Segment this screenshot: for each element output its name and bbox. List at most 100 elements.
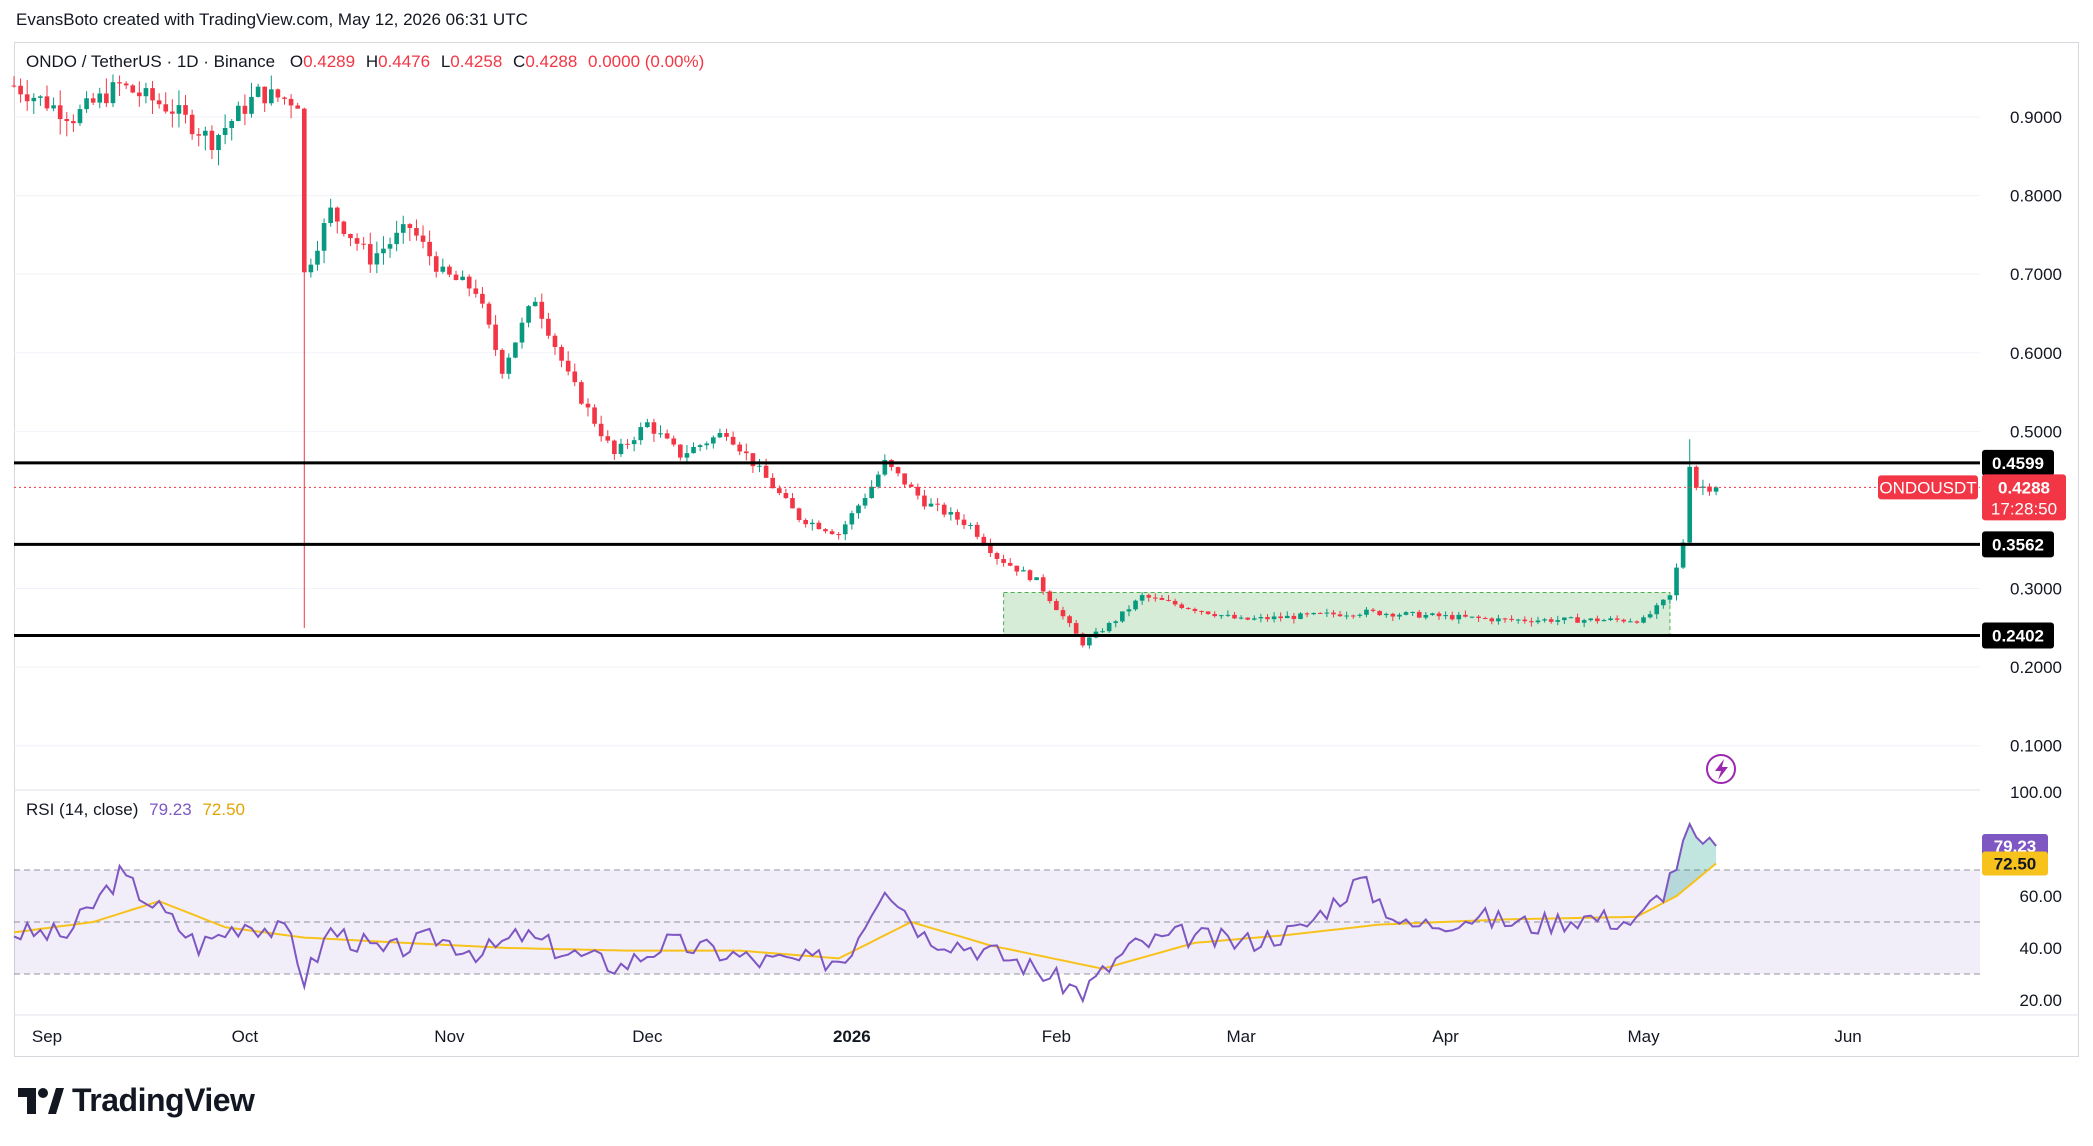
- candle-body: [882, 459, 888, 475]
- open-value: 0.4289: [303, 52, 356, 71]
- candle-body: [163, 104, 169, 112]
- candle-body: [1047, 591, 1053, 602]
- lightning-icon[interactable]: [1706, 754, 1736, 784]
- price-tag-text: 0.4288: [1998, 478, 2050, 497]
- candle-body: [981, 536, 987, 545]
- candle-body: [612, 440, 617, 455]
- candle-body: [203, 130, 208, 136]
- candle-body: [809, 522, 815, 525]
- price-grid: [14, 116, 1980, 747]
- rsi-axis: 100.00 60.00 40.00 20.00: [2010, 783, 2062, 1010]
- candle-body: [803, 519, 808, 525]
- candle-body: [1238, 617, 1244, 619]
- candle-body: [1060, 610, 1066, 617]
- candle-body: [1120, 611, 1125, 622]
- candle-body: [922, 495, 927, 507]
- candle-body: [579, 382, 584, 404]
- candle-body: [1482, 618, 1488, 620]
- rsi-levels: [14, 869, 1980, 975]
- candle-body: [955, 512, 960, 520]
- candle-body: [1476, 616, 1481, 619]
- rsi-tag-text: 79.23: [1994, 837, 2037, 856]
- candle-body: [466, 276, 472, 289]
- candle-body: [1073, 623, 1079, 634]
- candle-body: [948, 512, 954, 515]
- candle-body: [64, 119, 70, 122]
- footer-brand: TradingView: [72, 1082, 255, 1118]
- level-tag-text: 0.2402: [1992, 627, 2044, 646]
- candle-body: [1456, 614, 1462, 620]
- candle-body: [1232, 614, 1237, 619]
- candle-body: [1350, 615, 1356, 617]
- candle-body: [1515, 619, 1521, 621]
- candle-body: [407, 224, 413, 229]
- candle-body: [315, 250, 320, 265]
- candle-body: [1087, 637, 1092, 646]
- candle-body: [1390, 613, 1396, 617]
- candle-body: [348, 234, 353, 239]
- rsi-legend[interactable]: RSI (14, close) 79.23 72.50: [26, 800, 245, 820]
- price-tick-label: 0.8000: [2010, 187, 2062, 206]
- candle-body: [414, 228, 419, 236]
- symbol-tag-text: ONDOUSDT: [1879, 478, 1976, 497]
- candle-body: [842, 524, 848, 535]
- candle-body: [31, 97, 37, 102]
- high-label: H: [365, 52, 379, 71]
- candle-body: [216, 134, 221, 151]
- candle-body: [156, 100, 162, 105]
- chart-frame: [14, 42, 2079, 1057]
- candle-body: [1542, 619, 1547, 621]
- candle-body: [1601, 620, 1607, 622]
- candle-body: [605, 436, 611, 441]
- time-tick-label: 2026: [833, 1027, 871, 1046]
- candle-body: [592, 407, 597, 424]
- candle-body: [493, 324, 498, 350]
- symbol-name[interactable]: ONDO / TetherUS · 1D · Binance: [26, 52, 276, 71]
- candle-body: [1463, 614, 1468, 617]
- candle-body: [829, 531, 835, 535]
- candle-body: [585, 403, 591, 408]
- symbol-legend[interactable]: ONDO / TetherUS · 1D · Binance O0.4289 H…: [26, 52, 704, 72]
- time-tick-label: Nov: [434, 1027, 465, 1046]
- candle-body: [1258, 617, 1264, 619]
- candle-body: [499, 349, 505, 374]
- candle-body: [1641, 617, 1646, 623]
- candle-body: [697, 445, 703, 447]
- ma-tag-box: [1982, 851, 2048, 876]
- levels: [14, 461, 1980, 638]
- time-tick-label: Apr: [1432, 1027, 1459, 1046]
- candle-body: [1469, 616, 1475, 618]
- candle-body: [915, 486, 921, 496]
- candle-body: [1027, 570, 1033, 581]
- candle-body: [394, 232, 399, 245]
- candle-body: [400, 224, 406, 233]
- candle-body: [968, 524, 973, 526]
- candle-body: [1324, 612, 1330, 614]
- candle-body: [1423, 615, 1429, 618]
- candle-body: [1370, 609, 1376, 611]
- candle-body: [295, 105, 300, 109]
- candle-body: [71, 121, 76, 124]
- ma-tag-text: 72.50: [1994, 855, 2037, 874]
- candle-body: [387, 244, 393, 249]
- candle-body: [1509, 618, 1514, 620]
- chart-credit: EvansBoto created with TradingView.com, …: [16, 10, 528, 29]
- low-value: 0.4258: [450, 52, 503, 71]
- rsi-ma-value: 72.50: [202, 800, 245, 819]
- candle-body: [1212, 614, 1218, 617]
- candle-body: [625, 443, 630, 445]
- rsi-title[interactable]: RSI (14, close): [26, 800, 139, 819]
- candle-body: [1496, 618, 1501, 622]
- candle-body: [1364, 609, 1369, 615]
- candle-body: [1278, 616, 1283, 619]
- candle-body: [1654, 605, 1660, 615]
- candle-body: [321, 223, 327, 251]
- change-value: 0.0000 (0.00%): [588, 52, 705, 71]
- candle-body: [90, 98, 96, 103]
- candle-body: [664, 433, 670, 439]
- candle-body: [143, 88, 149, 97]
- candle-body: [486, 303, 492, 325]
- candle-body: [282, 97, 287, 99]
- candle-body: [1416, 611, 1422, 618]
